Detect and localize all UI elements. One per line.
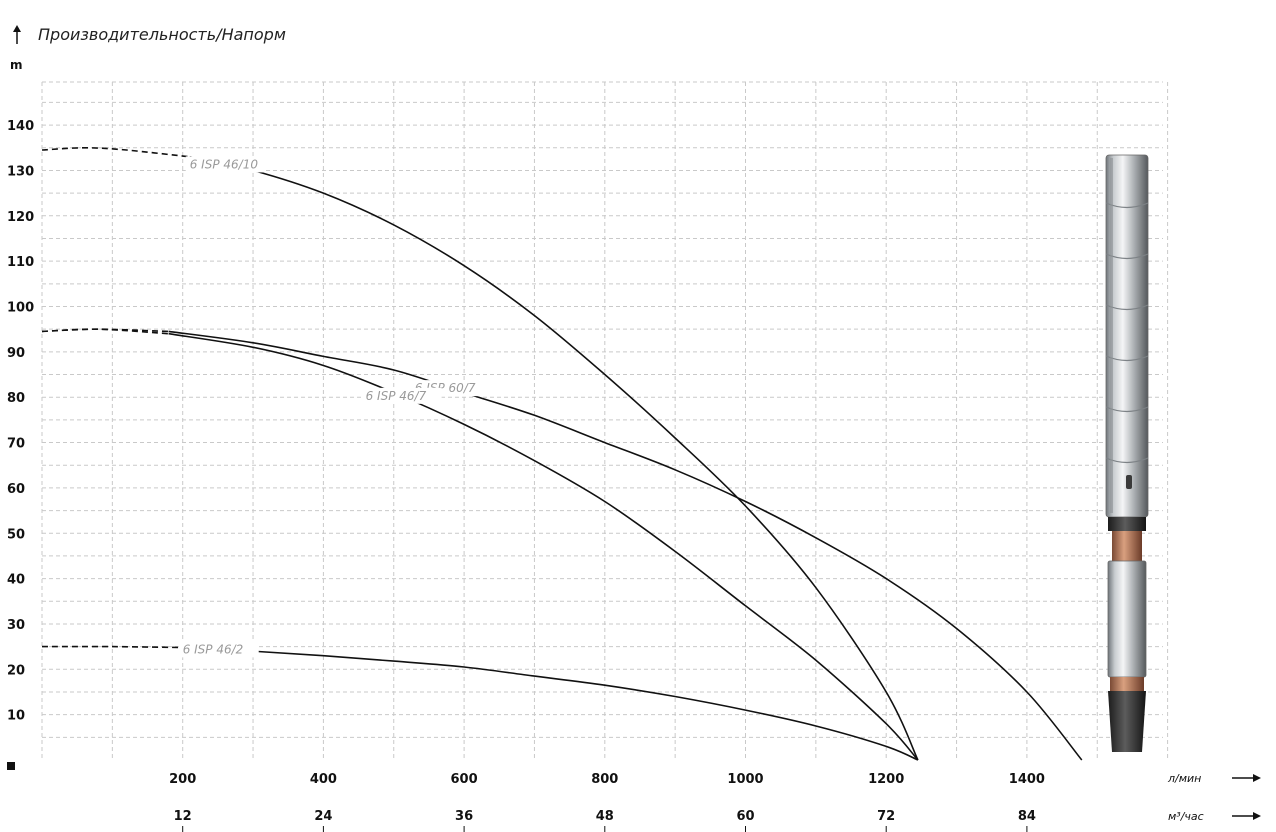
curve-label-bg	[361, 387, 442, 404]
y-tick-label: 120	[7, 210, 34, 225]
y-tick-label: 110	[7, 255, 34, 270]
curve-solid-3	[182, 646, 919, 761]
curve-label-bg	[178, 641, 259, 658]
y-tick-label: 30	[7, 618, 25, 633]
x2-tick-label: 84	[1018, 809, 1036, 824]
x2-tick-label: 12	[174, 809, 192, 824]
curves	[41, 146, 1083, 761]
x-tick-label: 600	[451, 772, 478, 787]
x2-axis-arrow-icon	[1232, 812, 1261, 820]
curve-labels: 6 ISP 46/106 ISP 60/76 ISP 46/76 ISP 46/…	[178, 156, 491, 658]
y-tick-label: 70	[7, 437, 25, 452]
curve-solid-2	[168, 332, 919, 761]
y-tick-label: 10	[7, 709, 25, 724]
x2-axis-unit-m3h: м³/час	[1168, 810, 1204, 823]
x-axis-arrow-icon	[1232, 774, 1261, 782]
curve-label: 6 ISP 46/7	[366, 389, 427, 403]
curve-dashed-3	[41, 645, 183, 649]
curve-label: 6 ISP 46/2	[183, 642, 244, 656]
x-tick-label: 1400	[1009, 772, 1045, 787]
y-tick-label: 20	[7, 663, 25, 678]
x-tick-label: 800	[591, 772, 618, 787]
x2-tick-label: 36	[455, 809, 473, 824]
y-tick-label: 90	[7, 346, 25, 361]
x2-tick-label: 60	[736, 809, 754, 824]
curve-label-bg	[185, 156, 266, 173]
curve-solid-0	[189, 156, 919, 761]
x-axis-unit-lpm: л/мин	[1167, 772, 1201, 785]
x-tick-labels: 200 400 600 800 1000 1200 1400 12 24 36 48 60 72 84	[169, 772, 1045, 832]
y-axis-unit: m	[10, 58, 23, 72]
origin-marker	[7, 762, 15, 770]
pump-illustration	[1105, 154, 1149, 752]
x2-tick-label: 48	[596, 809, 614, 824]
x-tick-label: 200	[169, 772, 196, 787]
curve-label: 6 ISP 46/10	[190, 157, 259, 171]
gridlines	[41, 81, 1169, 760]
x-tick-label: 1200	[868, 772, 904, 787]
curve-dashed-0	[41, 146, 190, 158]
x2-tick-label: 72	[877, 809, 895, 824]
y-tick-label: 60	[7, 482, 25, 497]
y-tick-label: 140	[7, 119, 34, 134]
x-tick-label: 1000	[727, 772, 763, 787]
y-axis-arrow-icon	[13, 25, 21, 44]
y-tick-label: 40	[7, 573, 25, 588]
y-tick-label: 130	[7, 164, 34, 179]
x2-tick-label: 24	[314, 809, 332, 824]
y-tick-label: 50	[7, 527, 25, 542]
chart-title: Производительность/Напорм	[38, 25, 286, 44]
curve-solid-1	[168, 330, 1083, 761]
y-tick-labels: 10 20 30 40 50 60 70 80 90 100 110 120 130 140	[7, 119, 34, 724]
y-tick-label: 80	[7, 391, 25, 406]
x-tick-label: 400	[310, 772, 337, 787]
y-tick-label: 100	[7, 301, 34, 316]
curve-dashed-2	[41, 328, 169, 335]
